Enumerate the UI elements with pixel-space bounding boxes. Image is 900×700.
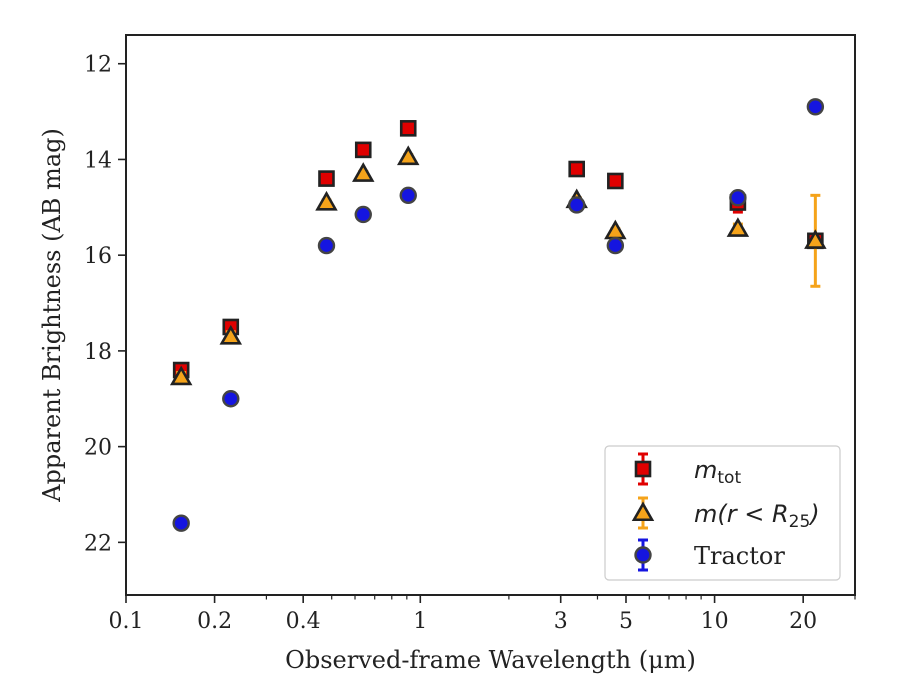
data-point-square [568, 160, 586, 178]
data-point-triangle [604, 219, 627, 240]
data-point-circle [222, 390, 240, 408]
data-point-circle [729, 189, 747, 207]
x-tick-label: 20 [789, 609, 817, 634]
legend-label: mtot [694, 456, 741, 488]
data-point-circle [806, 98, 825, 116]
legend-marker-triangle [631, 501, 655, 522]
data-point-triangle [315, 190, 338, 211]
data-point-circle [172, 514, 190, 532]
data-point-triangle [352, 162, 375, 182]
y-tick-label: 22 [84, 531, 112, 556]
x-tick-label: 1 [413, 609, 427, 634]
series-1 [169, 145, 827, 386]
legend-entry: mtot [634, 452, 741, 488]
y-axis-title: Apparent Brightness (AB mag) [38, 128, 66, 503]
x-tick-label: 0.2 [197, 609, 232, 634]
data-point-triangle [219, 324, 243, 345]
data-point-circle [317, 236, 336, 255]
data-point-circle [568, 196, 586, 214]
x-axis-title: Observed-frame Wavelength (μm) [285, 646, 696, 674]
data-point-circle [399, 186, 417, 205]
data-point-triangle [726, 217, 750, 237]
legend: mtot m(r < R25) Tractor [604, 445, 841, 581]
x-tick-label: 5 [619, 609, 633, 634]
legend-entry: m(r < R25) [631, 496, 820, 532]
x-tick-label: 10 [701, 609, 729, 634]
y-tick-label: 14 [84, 148, 112, 173]
legend-marker-square [634, 460, 652, 478]
y-tick-label: 16 [84, 244, 112, 269]
legend-entry: Tractor [634, 538, 785, 572]
data-point-square [399, 120, 417, 137]
series-0 [172, 120, 824, 379]
data-point-square [318, 170, 335, 187]
legend-label: m(r < R25) [694, 500, 820, 532]
data-point-triangle [169, 365, 193, 386]
data-point-triangle [396, 145, 420, 166]
y-tick-label: 18 [84, 340, 112, 365]
legend-marker-circle [634, 546, 652, 564]
y-tick-label: 20 [84, 436, 112, 461]
data-point-square [607, 172, 624, 190]
legend-label: Tractor [694, 542, 785, 570]
series-2 [172, 98, 825, 532]
y-tick-label: 12 [84, 53, 112, 78]
data-point-triangle [804, 229, 827, 249]
plot-frame [125, 34, 856, 596]
legend-box [604, 445, 841, 581]
data-point-square [354, 141, 372, 159]
data-point-circle [606, 236, 625, 255]
x-tick-label: 3 [554, 609, 568, 634]
x-tick-label: 0.1 [109, 609, 144, 634]
x-tick-label: 0.4 [286, 609, 321, 634]
data-point-circle [354, 205, 372, 224]
